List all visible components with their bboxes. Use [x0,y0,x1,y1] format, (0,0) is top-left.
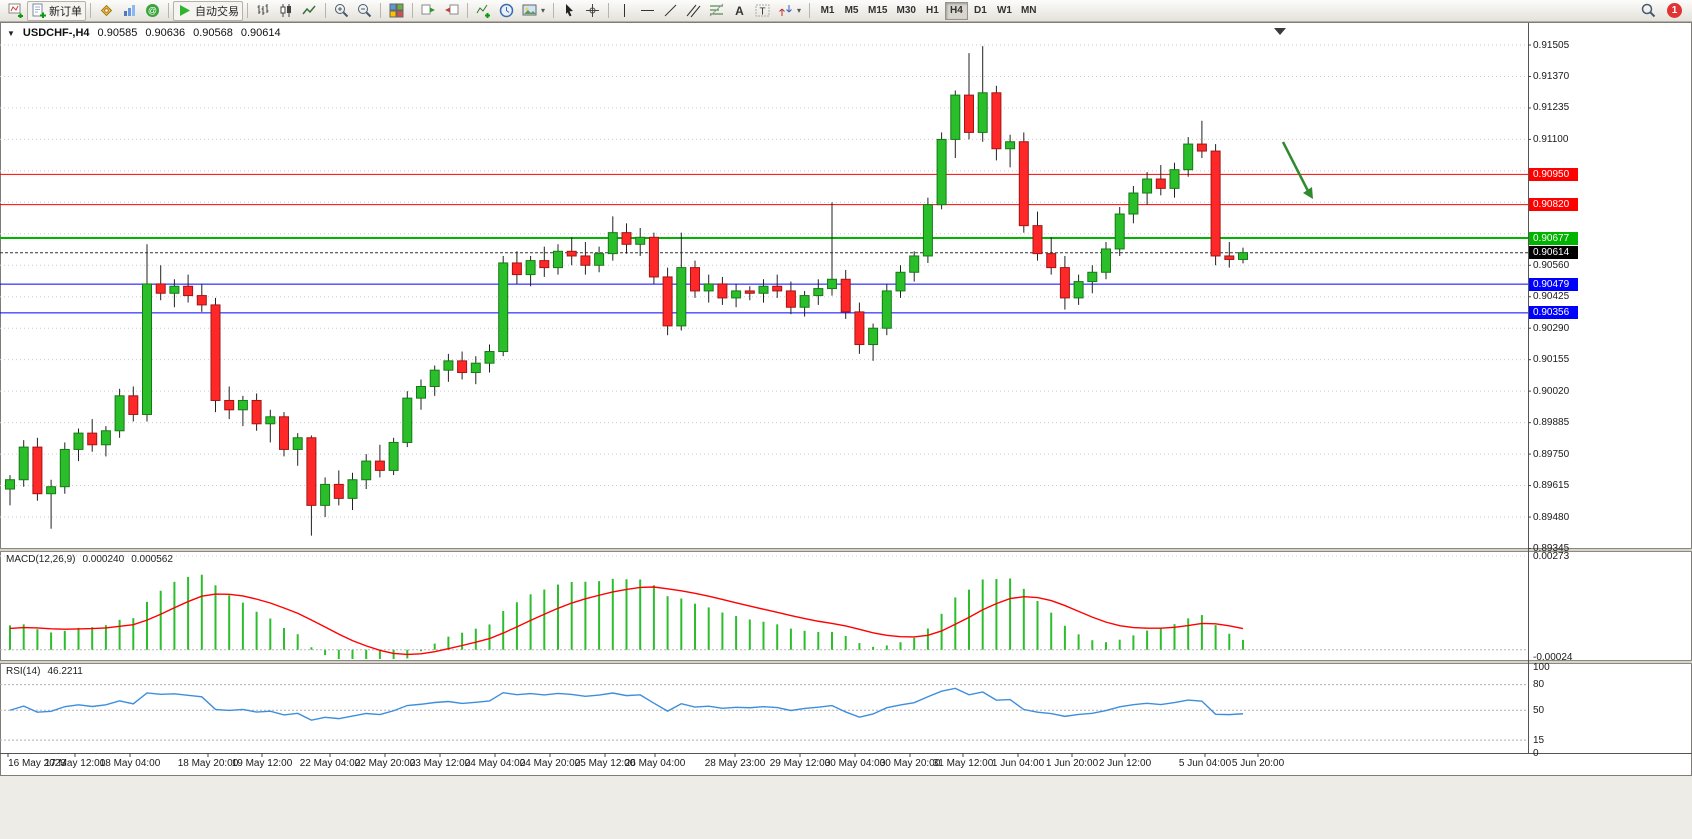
period-converter-button[interactable] [495,1,518,21]
svg-text:@: @ [148,6,157,16]
crosshair-icon [586,4,600,17]
horizontal-line-button[interactable] [636,1,659,21]
toolbar-separator [380,3,381,18]
arrows-icon [779,5,792,16]
search-icon [1641,3,1656,18]
window-bottom-area [0,776,1692,839]
community-button[interactable]: @ [141,1,164,21]
new-chart-icon [8,3,23,18]
horizontal-line-icon [641,10,655,11]
chart-line-icon [302,5,316,15]
chart-shift-button[interactable] [440,1,463,21]
chevron-down-icon: ▾ [541,6,546,15]
trendline-icon [664,4,677,17]
zoom-in-button[interactable] [330,1,353,21]
cursor-icon [566,4,574,17]
trendline-button[interactable] [659,1,682,21]
svg-text:T: T [759,7,765,18]
toolbar-right-group: 1 [1637,1,1688,21]
chart-candles-button[interactable] [275,1,298,21]
toolbar-separator [247,3,248,18]
chart-line-button[interactable] [298,1,321,21]
tile-windows-button[interactable] [385,1,408,21]
timeframe-button-m1[interactable]: M1 [820,5,835,16]
tile-windows-icon [389,3,404,18]
search-button[interactable] [1637,1,1660,21]
timeframe-button-m15[interactable]: M15 [868,5,888,16]
fibonacci-icon [709,3,724,17]
notification-badge[interactable]: 1 [1667,3,1682,18]
main-toolbar: 新订单 @ 自动交易 [0,0,1692,22]
timeframe-button-mn[interactable]: MN [1020,5,1037,16]
timeframes-toolbar: M1 M5 M15 M30 H1 H4 D1 W1 MN [816,1,1040,20]
auto-scroll-button[interactable] [417,1,440,21]
chart-window[interactable] [0,22,1692,776]
auto-trading-button[interactable]: 自动交易 [173,0,243,21]
text-label-icon: T [755,4,770,18]
new-order-button[interactable]: 新订单 [27,0,86,21]
clock-icon [499,3,514,18]
toolbar-separator [467,3,468,18]
toolbar-separator [90,3,91,18]
compass-icon [100,4,113,17]
cursor-button[interactable] [558,1,581,21]
chart-bars-icon [257,4,269,15]
timeframe-button-h4[interactable]: H4 [944,1,968,20]
compass-button[interactable] [95,1,118,21]
new-chart-button[interactable] [4,1,27,21]
profiles-icon [124,5,135,16]
indicators-icon [476,4,490,18]
toolbar-separator [325,3,326,18]
fibonacci-button[interactable] [705,1,728,21]
chart-candles-icon [280,4,291,17]
toolbar-separator [553,3,555,18]
toolbar-separator [608,3,610,18]
chevron-down-icon: ▾ [797,6,802,15]
screenshot-button[interactable]: ▾ [518,1,549,21]
timeframe-button-m30[interactable]: M30 [896,5,916,16]
new-order-icon [32,3,46,18]
community-icon: @ [146,4,159,17]
timeframe-button-d1[interactable]: D1 [974,5,987,16]
toolbar-separator [412,3,413,18]
timeframe-button-m5[interactable]: M5 [844,5,859,16]
timeframe-button-w1[interactable]: W1 [996,5,1012,16]
chart-shift-icon [445,4,459,15]
chart-bars-button[interactable] [252,1,275,21]
screenshot-icon [522,4,537,16]
toolbar-separator [809,3,811,18]
auto-trading-label: 自动交易 [195,5,239,18]
toolbar-separator [168,3,169,18]
svg-text:A: A [735,4,744,18]
profiles-button[interactable] [118,1,141,21]
crosshair-button[interactable] [581,1,604,21]
play-icon [180,5,190,16]
arrows-button[interactable]: ▾ [774,1,805,21]
equidistant-channel-button[interactable] [682,1,705,21]
zoom-out-button[interactable] [353,1,376,21]
zoom-out-icon [358,4,372,18]
text-icon: A [735,4,744,18]
auto-scroll-icon [421,4,435,15]
text-label-button[interactable]: T [751,1,774,21]
equidistant-channel-icon [686,4,701,18]
vertical-line-icon [624,4,626,17]
new-order-label: 新订单 [49,5,82,18]
indicators-button[interactable] [472,1,495,21]
text-button[interactable]: A [728,1,751,21]
timeframe-button-h1[interactable]: H1 [926,5,939,16]
zoom-in-icon [335,4,349,18]
vertical-line-button[interactable] [613,1,636,21]
